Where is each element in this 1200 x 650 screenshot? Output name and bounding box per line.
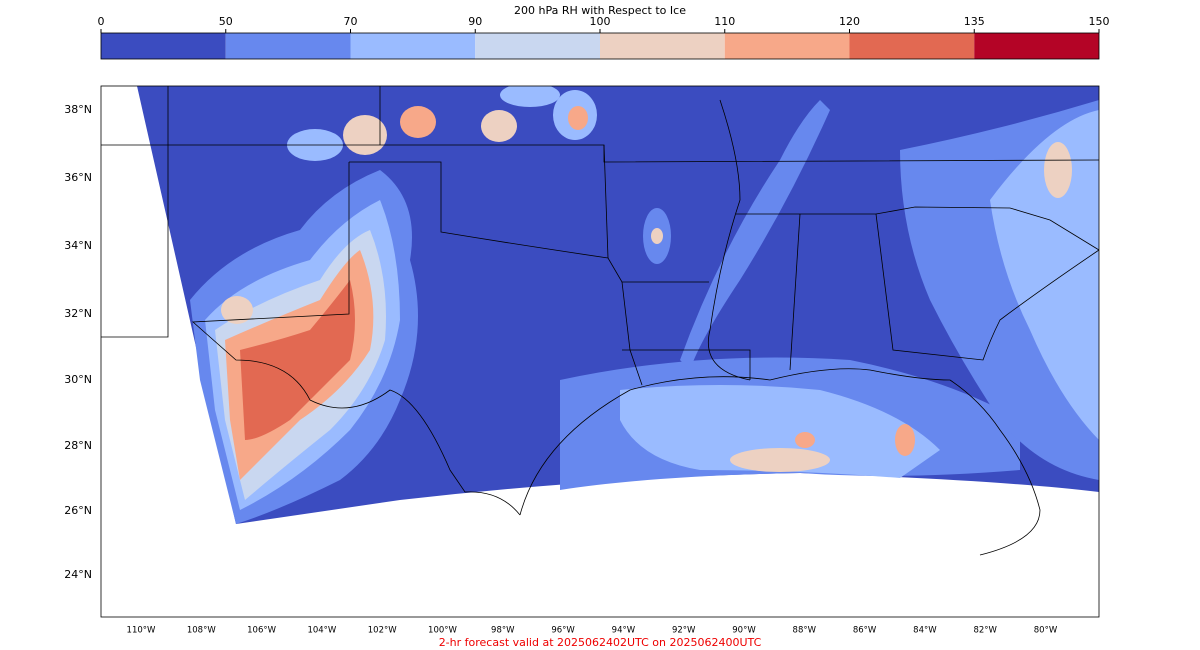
- colorbar-tick-label: 0: [98, 15, 105, 28]
- longitude-label: 102°W: [368, 626, 397, 636]
- colorbar-tick-label: 110: [714, 15, 735, 28]
- longitude-label: 98°W: [491, 626, 515, 636]
- latitude-label: 38°N: [64, 103, 92, 116]
- longitude-label: 104°W: [307, 626, 336, 636]
- longitude-label: 80°W: [1034, 626, 1058, 636]
- colorbar-bin: [475, 33, 600, 59]
- longitude-label: 84°W: [913, 626, 937, 636]
- latitude-label: 24°N: [64, 568, 92, 581]
- longitude-label: 86°W: [853, 626, 877, 636]
- colorbar-tick-label: 100: [590, 15, 611, 28]
- colorbar-tick-label: 135: [964, 15, 985, 28]
- colorbar-title: 200 hPa RH with Respect to Ice: [514, 4, 686, 17]
- colorbar-tick-label: 150: [1089, 15, 1110, 28]
- colorbar-bin: [350, 33, 476, 59]
- colorbar-bin: [849, 33, 975, 59]
- latitude-label: 36°N: [64, 171, 92, 184]
- latitude-label: 32°N: [64, 307, 92, 320]
- latitude-label: 30°N: [64, 373, 92, 386]
- colorbar-bin: [600, 33, 725, 59]
- colorbar-bin: [974, 33, 1099, 59]
- rh-contours: [190, 86, 1099, 524]
- longitude-label: 96°W: [551, 626, 575, 636]
- colorbar-tick-label: 70: [344, 15, 358, 28]
- map: [101, 86, 1099, 556]
- longitude-label: 92°W: [672, 626, 696, 636]
- forecast-footer: 2-hr forecast valid at 2025062402UTC on …: [439, 636, 762, 649]
- longitude-label: 90°W: [732, 626, 756, 636]
- longitude-label: 100°W: [428, 626, 457, 636]
- colorbar-bin: [101, 33, 226, 59]
- colorbar-bin: [724, 33, 850, 59]
- longitude-label: 108°W: [187, 626, 216, 636]
- latitude-label: 26°N: [64, 504, 92, 517]
- colorbar-tick-label: 120: [839, 15, 860, 28]
- colorbar: 0 50 70 90 100 110 120 135 150: [98, 15, 1110, 60]
- longitude-label: 110°W: [127, 626, 156, 636]
- colorbar-tick-label: 90: [468, 15, 482, 28]
- longitude-label: 94°W: [612, 626, 636, 636]
- colorbar-bin: [225, 33, 351, 59]
- longitude-label: 106°W: [247, 626, 276, 636]
- longitude-label: 88°W: [793, 626, 817, 636]
- colorbar-tick-label: 50: [219, 15, 233, 28]
- longitude-label: 82°W: [973, 626, 997, 636]
- latitude-label: 28°N: [64, 439, 92, 452]
- borders: [101, 86, 1099, 556]
- latitude-label: 34°N: [64, 239, 92, 252]
- map-frame: [100, 85, 1100, 618]
